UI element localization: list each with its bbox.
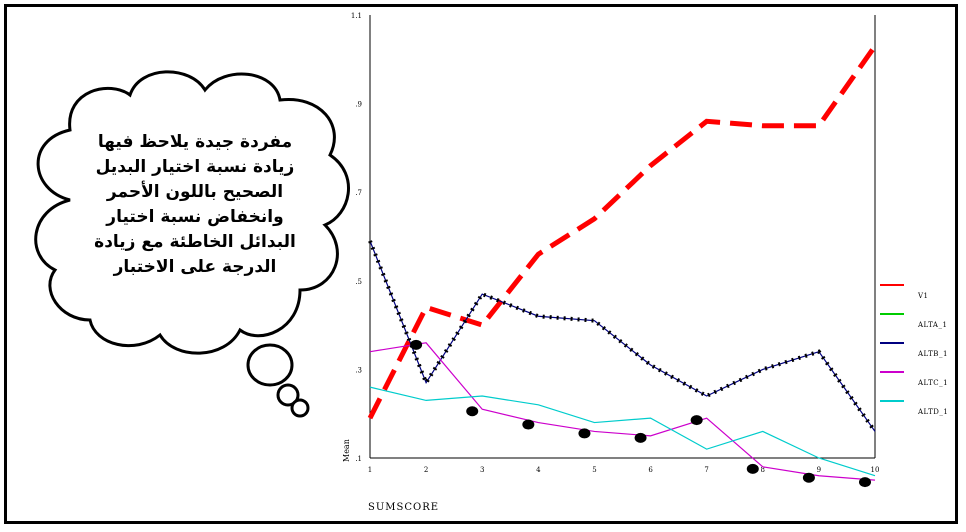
legend-item-altd: ALTD_1 xyxy=(880,386,960,416)
callout-line: الصحيح باللون الأحمر xyxy=(106,182,284,202)
legend-item-altc: ALTC_1 xyxy=(880,357,960,387)
y-tick-label: .9 xyxy=(355,101,362,109)
x-tick-label: 2 xyxy=(424,466,428,474)
legend-item-alta: ALTA_1 xyxy=(880,299,960,329)
y-tick-label: 1.1 xyxy=(351,12,362,20)
x-tick-label: 4 xyxy=(536,466,541,474)
bubble-dot-3 xyxy=(290,398,310,418)
x-tick-labels: 1 2 3 4 5 6 7 8 9 10 xyxy=(368,466,880,474)
series-point xyxy=(410,339,423,350)
legend-label: ALTD_1 xyxy=(918,408,949,416)
legend-item-altb: ALTB_1 xyxy=(880,328,960,358)
callout-text: مفردة جيدة يلاحظ فيها زيادة نسبة اختيار … xyxy=(60,130,330,280)
legend-swatch xyxy=(880,400,904,402)
series-line-altc-1 xyxy=(369,342,876,481)
series-point xyxy=(746,463,759,474)
y-tick-labels: .1 .3 .5 .7 .9 1.1 xyxy=(351,12,362,463)
y-tick-label: .7 xyxy=(355,189,362,197)
callout-line: البدائل الخاطئة مع زيادة xyxy=(94,232,296,252)
x-tick-label: 8 xyxy=(761,466,765,474)
callout-line: وانخفاض نسبة اختيار xyxy=(106,207,284,227)
callout-line: الدرجة على الاختبار xyxy=(113,257,277,277)
series-line-v1 xyxy=(367,44,878,420)
legend-label: ALTA_1 xyxy=(918,321,948,329)
y-tick-label: .1 xyxy=(355,455,362,463)
series-star-markers xyxy=(368,240,877,433)
x-tick-label: 9 xyxy=(817,466,821,474)
x-tick-label: 1 xyxy=(368,466,372,474)
thought-bubble xyxy=(34,70,350,418)
series-point xyxy=(690,415,703,426)
y-axis-label: Mean xyxy=(342,439,351,462)
series-point xyxy=(578,428,591,439)
series-point xyxy=(634,432,647,443)
legend-label: V1 xyxy=(918,292,929,300)
series-line-altd-1 xyxy=(369,386,876,477)
bubble-dot-2 xyxy=(276,383,300,407)
x-tick-label: 5 xyxy=(592,466,596,474)
series-point xyxy=(859,477,871,488)
x-tick-label: 7 xyxy=(704,466,708,474)
bubble-dot-1 xyxy=(246,343,294,387)
x-tick-label: 6 xyxy=(648,466,653,474)
series-layer xyxy=(367,44,878,488)
callout-line: مفردة جيدة يلاحظ فيها xyxy=(97,132,293,152)
legend-swatch xyxy=(880,313,904,315)
legend: V1 ALTA_1 ALTB_1 ALTC_1 ALTD_1 xyxy=(880,270,960,416)
x-tick-label: 3 xyxy=(480,466,484,474)
series-point xyxy=(466,406,479,417)
legend-item-v1: V1 xyxy=(880,270,960,300)
series-point xyxy=(522,419,535,430)
series-point xyxy=(802,472,815,483)
y-tick-label: .3 xyxy=(355,366,362,374)
callout-line: زيادة نسبة اختيار البديل xyxy=(95,157,295,177)
x-tick-label: 10 xyxy=(871,466,880,474)
x-axis-label: SUMSCORE xyxy=(368,502,440,513)
legend-swatch xyxy=(880,371,904,373)
legend-swatch xyxy=(880,342,904,344)
y-tick-label: .5 xyxy=(355,278,362,286)
series-line-altb-1 xyxy=(369,240,876,432)
legend-label: ALTC_1 xyxy=(918,379,949,387)
legend-label: ALTB_1 xyxy=(918,350,948,358)
legend-swatch xyxy=(880,284,904,286)
